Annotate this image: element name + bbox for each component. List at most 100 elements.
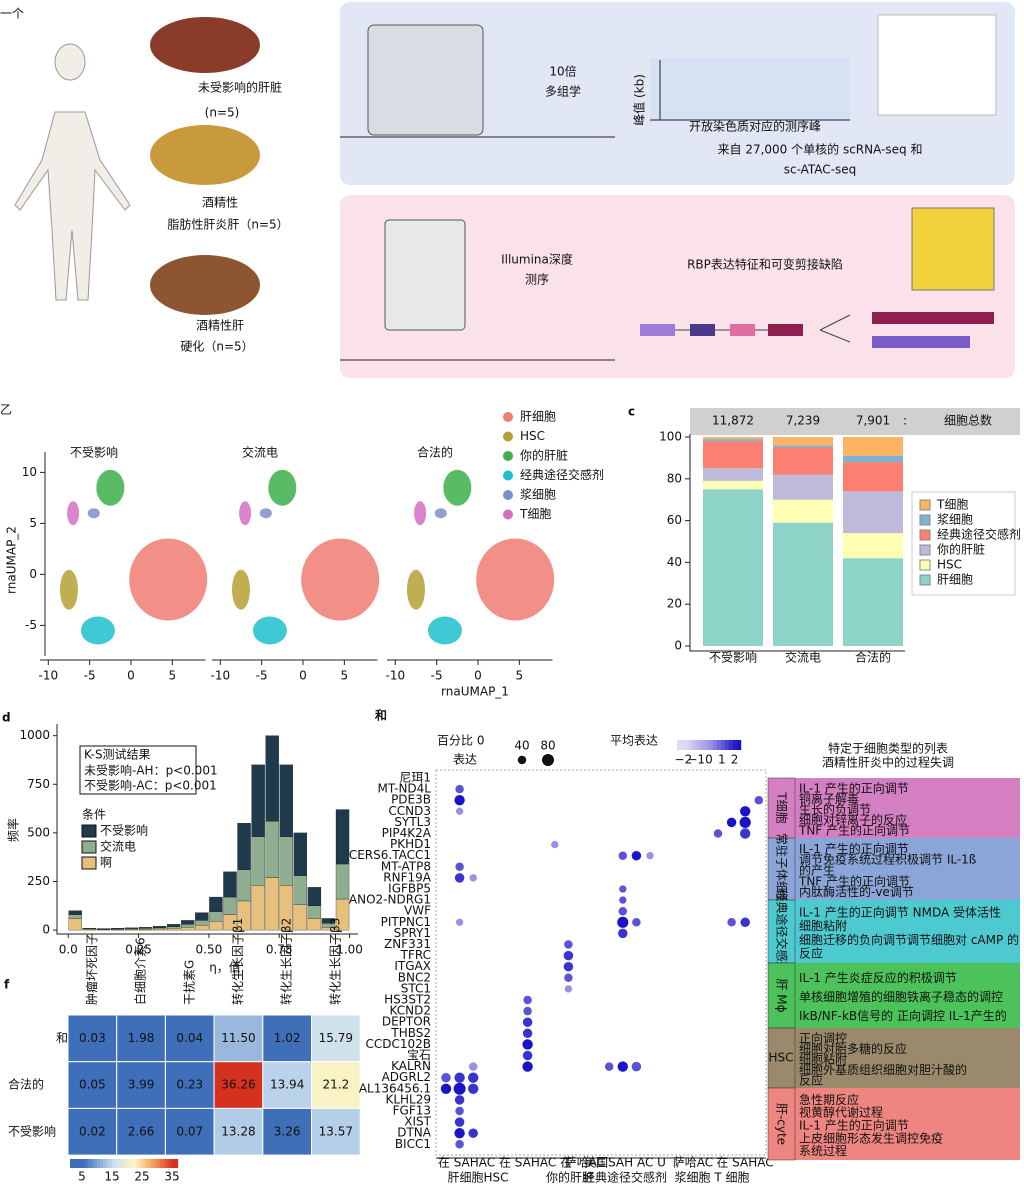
legend-label: 肝细胞	[937, 573, 973, 587]
row-label: 不受影响	[8, 1123, 56, 1138]
legend-label: 浆细胞	[520, 487, 556, 502]
column-label: 肿瘤坏死因子	[84, 933, 99, 1005]
hist-segment	[237, 823, 251, 870]
color-step	[701, 740, 706, 750]
color-tick-label: −2	[675, 753, 693, 767]
x-tick-label: 0.50	[196, 943, 223, 957]
hist-segment	[223, 871, 237, 898]
heat-cell	[164, 1014, 215, 1063]
cell-cluster	[427, 616, 462, 645]
gene-label: VWF	[404, 904, 431, 918]
y-axis-label: rnaUMAP_2	[5, 526, 19, 594]
annotation-term: IL-1 产生的正向调节	[799, 781, 909, 796]
hist-segment	[167, 926, 181, 929]
annotation-term: 上皮细胞形态发生调控免疫	[799, 1130, 943, 1145]
annotation-term: 细胞粘附	[799, 918, 847, 933]
annotation-term: IL-1 产生炎症反应的积极调节	[799, 970, 957, 985]
color-step	[689, 740, 694, 750]
x-tick-label: 1.00	[336, 943, 363, 957]
legend-swatch	[503, 490, 513, 500]
colorbar-step	[79, 1159, 83, 1168]
legend-swatch	[919, 544, 931, 556]
column-label: 萨哈AC	[673, 1156, 713, 1170]
annotation-term: 系统过程	[799, 1143, 847, 1158]
cell-cluster	[301, 538, 380, 621]
legend-label: T细胞	[519, 507, 551, 521]
gene-label: CERS6.TACC1	[349, 848, 431, 862]
y-tick-label: 10	[22, 465, 37, 479]
annotation-side	[767, 1027, 796, 1089]
hist-segment	[209, 921, 223, 931]
gene-label: 尼珥1	[399, 771, 431, 785]
liver-label: 酒精性	[202, 196, 238, 210]
cell-cluster	[129, 538, 208, 621]
colorbar-step	[142, 1159, 146, 1168]
colorbar-tick-label: 15	[104, 1170, 119, 1184]
column-label: 转化生长因子β1	[230, 918, 245, 1005]
dot	[523, 1006, 532, 1016]
x-axis-label: η，值	[209, 960, 241, 975]
x-tick-label: -10	[38, 669, 58, 683]
y-tick-label: 0	[29, 567, 37, 581]
hist-segment	[181, 920, 195, 925]
dot	[522, 1061, 533, 1072]
hist-segment	[223, 896, 237, 915]
dot	[619, 896, 627, 904]
dot	[618, 928, 628, 939]
hist-segment	[68, 918, 82, 931]
total-label: 7,901	[856, 414, 890, 428]
cell-cluster	[414, 501, 427, 526]
step-label: 多组学	[545, 84, 581, 99]
axis-label: 开放染色质对应的测序峰	[689, 119, 821, 134]
liver-label: 未受影响的肝脏	[198, 80, 282, 95]
colorbar-step	[118, 1159, 122, 1168]
x-tick-label: 5	[169, 669, 177, 683]
sequencing-box	[340, 195, 1015, 378]
cell-label: 0.07	[176, 1124, 203, 1138]
legend-swatch	[919, 559, 931, 571]
illumina-machine	[384, 219, 466, 331]
hist-segment	[279, 764, 293, 837]
totals-sep: :	[903, 414, 907, 428]
gene-label: PIP4K2A	[382, 826, 432, 840]
dot	[617, 916, 629, 928]
cell-label: 0.03	[79, 1031, 106, 1045]
dot	[455, 784, 464, 794]
gene-label: XIST	[404, 1115, 431, 1129]
gene-label: ZNF331	[384, 937, 431, 951]
x-tick-label: -5	[431, 669, 443, 683]
dot	[632, 918, 641, 927]
dot	[453, 1082, 466, 1095]
x-tick-label: 5	[341, 669, 349, 683]
dot	[522, 1039, 533, 1050]
result-text: 来自 27,000 个单核的 scRNA-seq 和	[718, 142, 923, 157]
axes	[56, 724, 358, 935]
hist-segment	[265, 735, 279, 822]
dot	[631, 1061, 642, 1072]
column-label: 美国SAH AC U	[584, 1156, 666, 1170]
colorbar-step	[160, 1159, 164, 1168]
hist-segment	[152, 926, 167, 928]
dot	[631, 850, 642, 861]
colorbar-step	[85, 1159, 89, 1168]
dot	[440, 1083, 452, 1094]
peak-axes	[650, 60, 850, 121]
colorbar-step	[148, 1159, 152, 1168]
gene-label: ITGAX	[394, 959, 431, 973]
y-tick-label: 0	[42, 923, 50, 937]
colorbar-step	[154, 1159, 158, 1168]
gene-label: PDE3B	[391, 793, 431, 807]
annotation-term: 急性期反应	[799, 1092, 859, 1107]
total-label: 11,872	[712, 414, 754, 428]
gene-label: PKHD1	[390, 837, 431, 851]
hist-segment	[335, 809, 350, 865]
panel-label: d	[2, 711, 11, 725]
hist-segment	[110, 928, 125, 930]
gene-label: KALRN	[391, 1059, 431, 1073]
hist-segment	[152, 928, 167, 931]
dot	[726, 817, 737, 828]
group-label: 肝细胞HSC	[447, 1171, 508, 1185]
dot	[468, 1083, 479, 1094]
legend-swatch	[503, 412, 513, 422]
color-step	[733, 740, 738, 750]
